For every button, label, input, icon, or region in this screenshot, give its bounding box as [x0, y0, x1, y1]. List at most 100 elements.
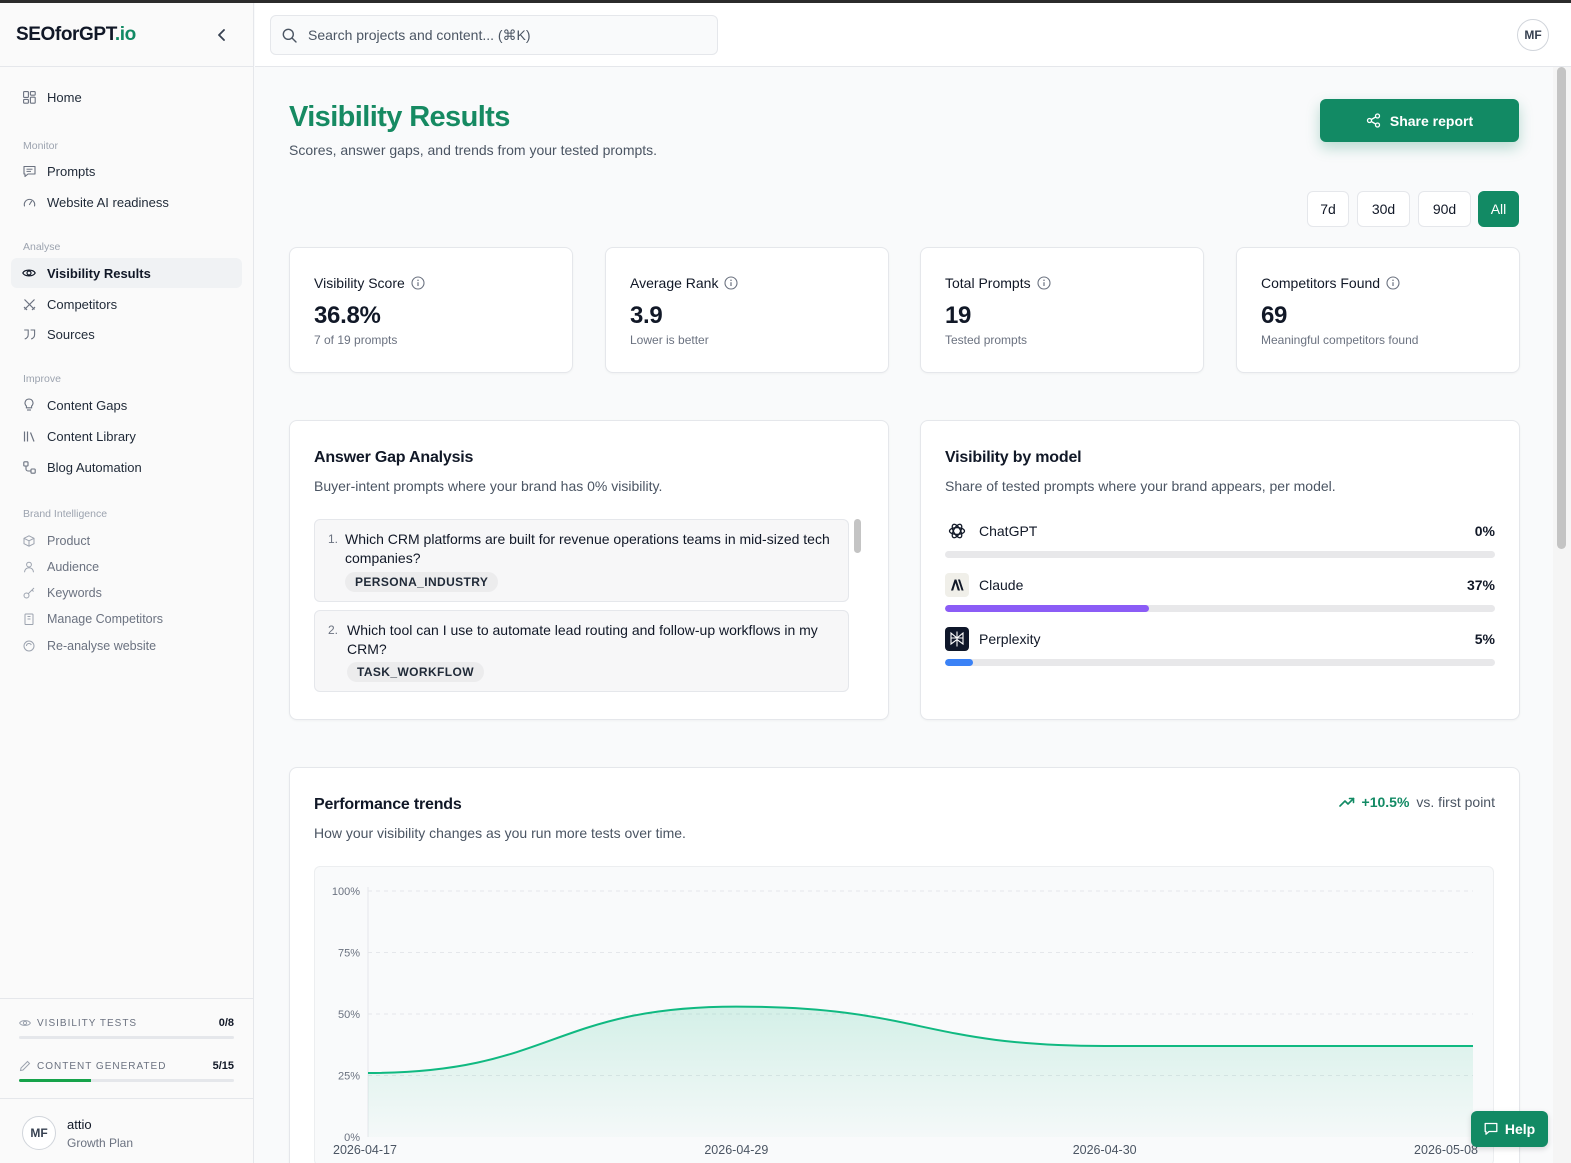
quote-icon [22, 327, 36, 341]
sidebar-item-label: Sources [47, 326, 95, 342]
item-number: 1. [328, 532, 339, 546]
stat-label: Competitors Found [1261, 275, 1381, 291]
trend-chart-svg: 100% 75% 50% 25% 0%2026-04-17 2026-04-29 2026-… [332, 886, 1478, 1157]
sidebar-item-manage-competitors[interactable]: Manage Competitors [11, 604, 242, 634]
user-icon [22, 560, 36, 574]
brand-logo[interactable]: SEOforGPT.io [16, 23, 136, 45]
share-report-button[interactable]: Share report [1320, 99, 1519, 142]
info-icon[interactable] [1037, 276, 1051, 290]
pencil-icon [19, 1060, 31, 1072]
card-title: Answer Gap Analysis [314, 449, 474, 466]
model-progress-track [945, 659, 1495, 666]
visibility-by-model-card: Visibility by model Share of tested prom… [920, 420, 1520, 720]
sidebar-item-label: Blog Automation [47, 459, 142, 475]
sidebar-item-content-library[interactable]: Content Library [11, 421, 242, 451]
y-tick-label: 50% [338, 1009, 360, 1021]
range-all-button[interactable]: All [1478, 191, 1519, 227]
card-title: Visibility by model [945, 449, 1082, 466]
prompt-text: Which tool can I use to automate lead ro… [347, 622, 818, 657]
model-percent: 0% [1474, 523, 1495, 539]
intent-badge: TASK_WORKFLOW [347, 662, 484, 682]
prompt-text: Which CRM platforms are built for revenu… [345, 531, 830, 566]
sidebar: SEOforGPT.io Home Monitor Prompts Websit… [0, 3, 254, 1163]
scrollbar-thumb[interactable] [1557, 67, 1566, 549]
sidebar-item-reanalyse-website[interactable]: Re-analyse website [11, 631, 242, 661]
help-button[interactable]: Help [1471, 1111, 1548, 1147]
card-title: Performance trends [314, 796, 462, 813]
y-tick-label: 25% [338, 1071, 360, 1083]
x-tick-label: 2026-04-30 [1073, 1143, 1137, 1157]
page-scrollbar[interactable] [1553, 67, 1571, 1163]
list-item[interactable]: 1. Which CRM platforms are built for rev… [314, 519, 849, 602]
model-row-chatgpt: ChatGPT 0% [945, 519, 1495, 558]
sidebar-item-label: Prompts [47, 163, 96, 179]
share-icon [1366, 113, 1381, 128]
sidebar-item-label: Manage Competitors [47, 612, 164, 626]
x-tick-label: 2026-05-08 [1414, 1143, 1478, 1157]
range-30d-button[interactable]: 30d [1357, 191, 1410, 227]
stat-value: 3.9 [630, 302, 663, 329]
anthropic-icon [945, 573, 969, 597]
usage-count: 0/8 [218, 1017, 234, 1029]
usage-progress-track [19, 1036, 234, 1039]
sidebar-item-keywords[interactable]: Keywords [11, 578, 242, 608]
sidebar-item-audience[interactable]: Audience [11, 552, 242, 582]
info-icon[interactable] [1386, 276, 1400, 290]
stat-card-visibility-score: Visibility Score 36.8% 7 of 19 prompts [289, 247, 573, 373]
nav-group-analyse: Analyse [23, 241, 61, 253]
sidebar-item-label: Competitors [47, 296, 118, 312]
building-icon [22, 612, 36, 626]
answer-gap-list[interactable]: 1. Which CRM platforms are built for rev… [314, 519, 859, 695]
model-percent: 5% [1474, 631, 1495, 647]
user-avatar[interactable]: MF [1517, 19, 1549, 51]
search-box[interactable] [270, 15, 718, 55]
info-icon[interactable] [411, 276, 425, 290]
key-icon [22, 586, 36, 600]
sidebar-item-label: Keywords [47, 586, 102, 600]
sidebar-item-label: Product [47, 534, 91, 548]
usage-label: CONTENT GENERATED [37, 1060, 167, 1072]
sidebar-item-sources[interactable]: Sources [11, 319, 242, 349]
main-content: Visibility Results Scores, answer gaps, … [255, 67, 1553, 1163]
list-scrollbar[interactable] [853, 519, 862, 695]
brand-header: SEOforGPT.io [0, 3, 254, 67]
info-icon[interactable] [724, 276, 739, 290]
account-switcher[interactable]: MF attio Growth Plan [0, 1098, 254, 1163]
stat-label: Average Rank [630, 275, 719, 291]
usage-progress-track [19, 1079, 234, 1082]
sidebar-item-website-ai-readiness[interactable]: Website AI readiness [11, 187, 242, 217]
sidebar-item-competitors[interactable]: Competitors [11, 289, 242, 319]
stat-subtext: Lower is better [630, 333, 709, 347]
range-90d-button[interactable]: 90d [1418, 191, 1471, 227]
trend-delta: +10.5% vs. first point [1338, 794, 1495, 810]
sidebar-item-label: Audience [47, 560, 100, 574]
page-title: Visibility Results [289, 101, 510, 133]
usage-panel: VISIBILITY TESTS 0/8 CONTENT GENERATED 5… [0, 998, 254, 1098]
nav-group-improve: Improve [23, 373, 61, 385]
sidebar-item-visibility-results[interactable]: Visibility Results [11, 258, 242, 288]
share-report-label: Share report [1389, 112, 1474, 129]
list-item[interactable]: 2. Which tool can I use to automate lead… [314, 610, 849, 692]
stat-subtext: 7 of 19 prompts [314, 333, 398, 347]
sidebar-item-blog-automation[interactable]: Blog Automation [11, 452, 242, 482]
sidebar-item-content-gaps[interactable]: Content Gaps [11, 390, 242, 420]
sidebar-item-home[interactable]: Home [11, 82, 242, 112]
trending-up-icon [1338, 797, 1354, 807]
trend-line [367, 1005, 1473, 1075]
sidebar-item-prompts[interactable]: Prompts [11, 156, 242, 186]
trend-delta-suffix: vs. first point [1416, 794, 1495, 810]
refresh-icon [22, 639, 36, 653]
gauge-icon [22, 195, 36, 209]
grid-icon [22, 90, 36, 104]
sidebar-item-product[interactable]: Product [11, 526, 242, 556]
model-progress-track [945, 605, 1495, 612]
stat-label: Total Prompts [945, 275, 1031, 291]
search-icon [282, 28, 297, 43]
collapse-sidebar-button[interactable] [212, 25, 232, 45]
search-input[interactable] [308, 27, 708, 43]
workflow-icon [22, 460, 36, 474]
message-square-icon [22, 164, 36, 178]
range-7d-button[interactable]: 7d [1307, 191, 1349, 227]
scrollbar-thumb[interactable] [854, 519, 861, 553]
answer-gap-card: Answer Gap Analysis Buyer-intent prompts… [289, 420, 889, 720]
